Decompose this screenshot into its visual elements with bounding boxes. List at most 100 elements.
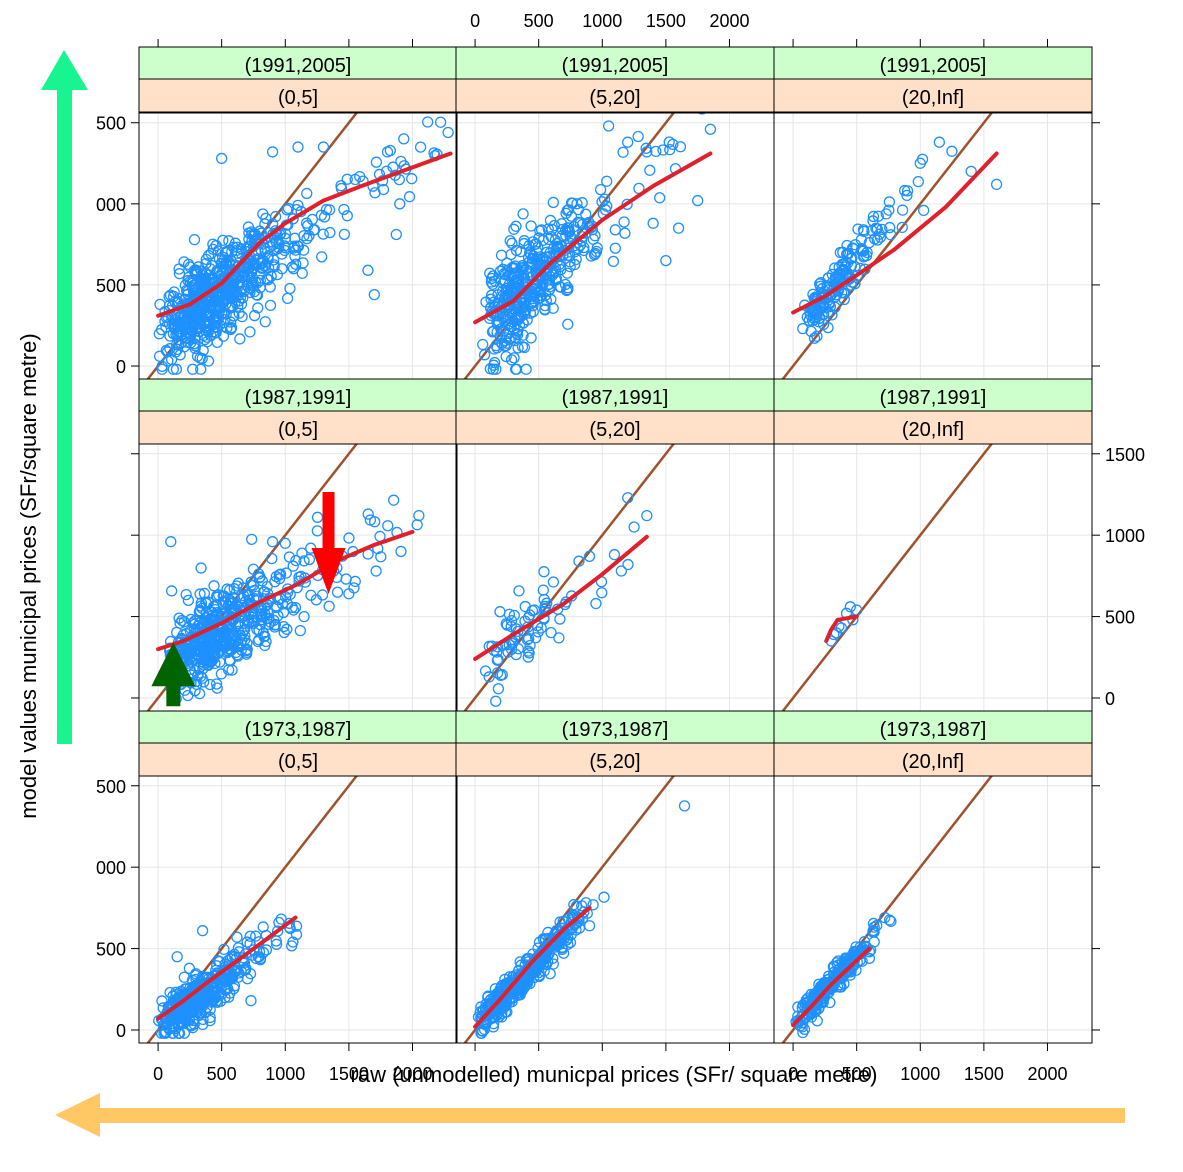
data-point (517, 284, 529, 296)
data-point (565, 210, 578, 222)
data-point (570, 253, 582, 266)
strip-layer: (1991,2005] (0,5] (1991,2005] (5,20] (1991,2… (138, 46, 1093, 777)
data-point (522, 612, 535, 624)
data-point (395, 155, 407, 168)
data-point (528, 283, 541, 296)
data-point (228, 591, 240, 604)
point-group-r2c0 (153, 913, 303, 1039)
point-group-r0c1 (477, 113, 717, 375)
data-point (171, 343, 184, 356)
data-point (578, 244, 590, 257)
data-point (554, 260, 567, 273)
x-tick-label-bottom: 1000 (900, 1064, 940, 1084)
data-point (622, 136, 634, 148)
grid-layer (139, 113, 1092, 1043)
data-point (238, 964, 250, 976)
data-point (266, 146, 279, 158)
y-tick-label-left: 500 (96, 777, 126, 797)
data-point (618, 216, 630, 228)
data-point (513, 299, 525, 311)
data-point (872, 210, 884, 222)
data-point (870, 222, 882, 234)
data-point (598, 891, 610, 903)
data-point (289, 601, 302, 614)
strip-size-bg (773, 78, 1093, 113)
data-point (165, 353, 178, 366)
strip-year-label: (1987,1991] (245, 387, 352, 409)
data-point (499, 269, 511, 281)
strip-size-label: (5,20] (589, 419, 640, 441)
data-point (343, 588, 355, 600)
data-point (398, 133, 410, 145)
point-group-r1c0 (164, 494, 425, 705)
data-point (510, 220, 522, 232)
data-point (247, 257, 259, 269)
data-point (287, 560, 299, 572)
data-point (208, 580, 220, 592)
data-point (490, 695, 502, 707)
data-point (571, 198, 583, 210)
data-point (564, 250, 576, 262)
data-point (883, 196, 896, 208)
strip-size-bg (455, 742, 775, 777)
data-point (530, 632, 542, 644)
data-point (207, 243, 219, 255)
data-point (218, 943, 230, 956)
data-point (270, 938, 283, 950)
data-point (885, 229, 897, 241)
data-point (269, 621, 281, 633)
data-point (165, 536, 177, 548)
data-point (835, 622, 848, 634)
data-point (195, 363, 207, 375)
strip-size-label: (5,20] (589, 751, 640, 773)
data-point (153, 328, 165, 340)
data-point (173, 293, 185, 305)
data-point (260, 944, 273, 956)
y-tick-label-right: 1500 (1105, 445, 1145, 465)
smoother-layer (156, 151, 999, 1029)
data-point (519, 292, 531, 304)
data-point (199, 646, 212, 658)
data-point (276, 598, 289, 610)
data-point (547, 576, 560, 588)
data-point (578, 241, 590, 254)
data-point (395, 545, 407, 558)
data-point (615, 565, 628, 577)
data-point (251, 289, 264, 301)
data-point (153, 350, 166, 362)
data-point (547, 935, 559, 947)
x-tick-label-bottom: 1500 (964, 1064, 1004, 1084)
data-point (990, 178, 1003, 191)
x-tick-label-bottom: 2000 (392, 1064, 432, 1084)
data-point (826, 268, 838, 281)
data-point (271, 601, 283, 614)
data-point (543, 250, 555, 263)
data-point (298, 230, 310, 242)
data-point (192, 645, 205, 658)
strip-year-label: (1991,2005] (562, 55, 669, 77)
data-point (868, 921, 880, 933)
data-point (442, 126, 454, 139)
strip-size-label: (5,20] (589, 87, 640, 109)
data-point (544, 968, 556, 980)
smoother-line (824, 614, 859, 643)
data-point (500, 350, 512, 363)
data-point (647, 217, 659, 229)
data-point (343, 532, 355, 544)
data-point (369, 187, 381, 199)
data-point (192, 321, 204, 333)
data-point (622, 558, 634, 571)
y-tick-label-right: 500 (1105, 608, 1135, 628)
data-point (228, 982, 240, 995)
data-point (609, 224, 621, 236)
data-point (236, 311, 248, 323)
data-point (581, 218, 594, 230)
data-point (198, 996, 210, 1009)
strip-year-label: (1973,1987] (562, 719, 669, 741)
data-point (867, 210, 880, 223)
data-point (495, 994, 507, 1007)
data-point (349, 575, 361, 588)
data-point (176, 614, 188, 627)
data-point (654, 192, 666, 204)
data-point (704, 123, 717, 135)
